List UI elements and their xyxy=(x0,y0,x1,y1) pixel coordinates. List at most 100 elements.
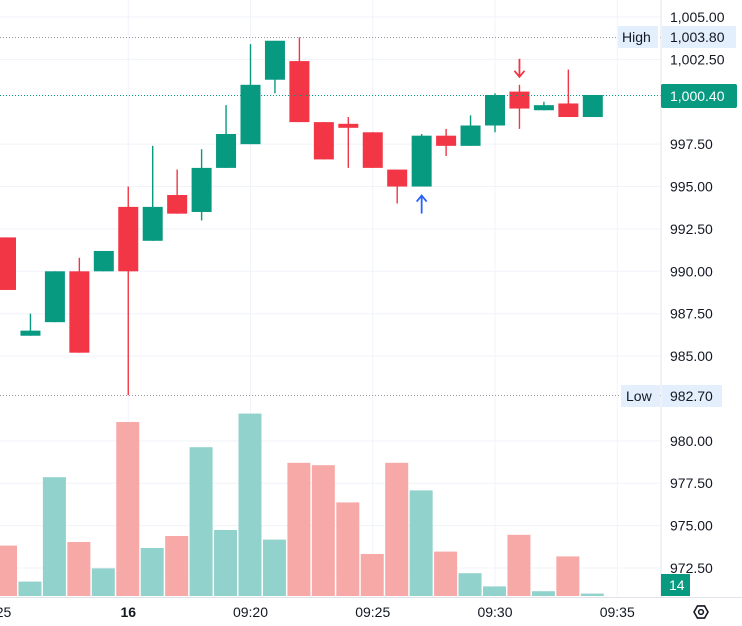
candle xyxy=(240,44,261,145)
candle xyxy=(191,149,212,221)
volume-bars xyxy=(0,413,604,596)
volume-bar xyxy=(458,573,482,596)
candle xyxy=(142,145,163,241)
volume-bar xyxy=(214,530,238,596)
candle-body xyxy=(387,169,408,187)
low-tag: Low 982.70 xyxy=(621,385,722,407)
gear-icon[interactable] xyxy=(693,605,709,619)
candle-body xyxy=(191,167,212,212)
price-tick-label: 985.00 xyxy=(670,348,713,364)
candle-body xyxy=(509,91,530,109)
high-tag-value: 1,003.80 xyxy=(670,29,725,45)
price-axis[interactable]: 1,005.00 1,002.50 997.50 995.00 992.50 990.00… xyxy=(660,0,725,597)
candle xyxy=(533,101,554,111)
candle-body xyxy=(93,250,114,272)
candle-body xyxy=(216,133,237,168)
price-tick-label: 987.50 xyxy=(670,306,713,322)
candle xyxy=(118,186,139,396)
time-tick-label: 09:25 xyxy=(355,604,390,620)
volume-bar xyxy=(18,581,42,596)
candle-body xyxy=(0,237,16,290)
price-tick-label: 977.50 xyxy=(670,475,713,491)
candle-body xyxy=(533,105,554,111)
candle xyxy=(411,133,432,187)
candle xyxy=(338,117,359,168)
arrow-down-marker xyxy=(513,58,526,79)
candle xyxy=(289,37,310,123)
volume-bar xyxy=(165,536,189,596)
candle-body xyxy=(582,94,603,118)
volume-bar xyxy=(507,534,531,596)
candle-body xyxy=(20,330,41,336)
candle-body xyxy=(436,135,457,146)
volume-tag: 14 xyxy=(661,574,690,596)
volume-bar xyxy=(311,465,335,596)
candle-body xyxy=(167,195,188,214)
arrow-head xyxy=(415,194,428,203)
candle-body xyxy=(313,122,334,160)
candle-body xyxy=(460,125,481,146)
price-tick-label: 980.00 xyxy=(670,433,713,449)
candle-body xyxy=(264,40,285,80)
high-tag: High 1,003.80 xyxy=(618,26,736,48)
volume-bar xyxy=(556,556,580,596)
candle-body xyxy=(558,103,579,118)
reference-lines xyxy=(0,37,661,396)
volume-bar xyxy=(262,539,286,596)
candle-body xyxy=(338,123,359,128)
candle-body xyxy=(411,135,432,187)
candle-body xyxy=(44,271,65,323)
price-tags: High 1,003.80 Low 982.70 1,000.40 14 xyxy=(618,26,737,596)
candle xyxy=(313,122,334,160)
candle xyxy=(93,250,114,272)
candle xyxy=(264,40,285,94)
volume-bar xyxy=(580,593,604,596)
volume-bar xyxy=(287,462,311,596)
price-tick-label: 1,002.50 xyxy=(670,51,725,67)
candle-body xyxy=(69,271,90,353)
volume-bar xyxy=(483,586,506,596)
price-tick-label: 992.50 xyxy=(670,221,713,237)
candle xyxy=(44,271,65,323)
time-tick-label: 09:25 xyxy=(0,604,11,620)
candle-body xyxy=(240,84,261,145)
candle xyxy=(460,115,481,146)
volume-bar xyxy=(42,477,66,596)
time-tick-label: 09:35 xyxy=(600,604,635,620)
candle-body xyxy=(118,206,139,272)
time-tick-label: 09:30 xyxy=(477,604,512,620)
candle-body xyxy=(485,94,505,126)
volume-bar xyxy=(238,413,262,596)
volume-bar xyxy=(140,548,164,596)
markers xyxy=(415,58,526,214)
arrow-up-marker xyxy=(415,194,428,214)
volume-bar xyxy=(91,568,115,596)
candle xyxy=(582,94,603,118)
volume-bar xyxy=(116,422,140,596)
time-tick-label: 09:20 xyxy=(233,604,268,620)
candle-body xyxy=(142,206,163,241)
time-axis[interactable]: 09:25 16 09:20 09:25 09:30 09:35 xyxy=(0,597,742,621)
price-tick-label: 975.00 xyxy=(670,518,713,534)
candle xyxy=(436,128,457,157)
candle-body xyxy=(289,61,310,123)
volume-bar xyxy=(360,554,384,596)
candle xyxy=(20,313,41,336)
low-tag-label: Low xyxy=(626,388,653,404)
price-tick-label: 972.50 xyxy=(670,560,713,576)
volume-tag-value: 14 xyxy=(669,577,685,593)
price-tick-label: 990.00 xyxy=(670,263,713,279)
candle xyxy=(167,169,188,214)
volume-bar xyxy=(385,462,409,596)
candle xyxy=(69,257,90,353)
volume-bar xyxy=(531,591,555,596)
volume-bar xyxy=(434,551,458,596)
current-price-value: 1,000.40 xyxy=(670,88,725,104)
volume-bar xyxy=(0,545,17,596)
candles xyxy=(0,37,603,396)
price-tick-label: 997.50 xyxy=(670,136,713,152)
high-tag-label: High xyxy=(622,29,651,45)
time-tick-label: 16 xyxy=(120,604,136,620)
current-price-tag: 1,000.40 xyxy=(661,84,737,108)
